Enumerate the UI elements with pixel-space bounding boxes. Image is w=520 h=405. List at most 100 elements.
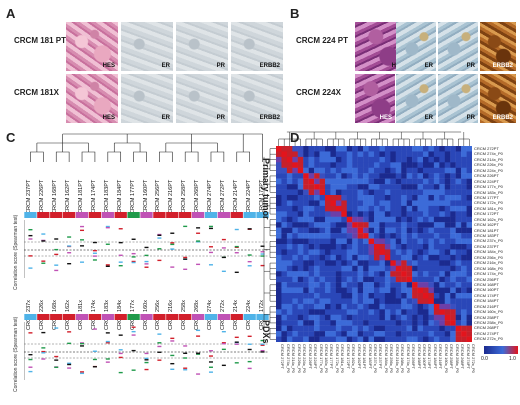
heatmap-cell: [325, 184, 331, 190]
heatmap-cell: [341, 287, 347, 294]
heatmap-cell: [379, 276, 386, 283]
heatmap-cell: [466, 233, 472, 239]
score-mark: [183, 369, 188, 371]
heatmap-cell: [406, 227, 413, 234]
subtype-cell: [114, 314, 127, 320]
heatmap-cell: [363, 227, 369, 234]
heatmap-cell: [357, 276, 364, 283]
score-mark: [208, 350, 213, 352]
heatmap-cell: [297, 162, 304, 168]
heatmap-row-label: CRCM 162PT: [474, 222, 499, 228]
heatmap-cell: [455, 238, 462, 245]
heatmap-cell: [466, 303, 472, 310]
heatmap-cell: [303, 162, 309, 168]
heatmap-cell: [292, 222, 298, 228]
heatmap-cell: [292, 216, 298, 223]
heatmap-cell: [286, 211, 293, 217]
heatmap-cell: [423, 200, 429, 207]
heatmap-cell: [444, 336, 451, 342]
heatmap-cell: [341, 195, 347, 201]
heatmap-cell: [395, 216, 402, 223]
heatmap-cell: [390, 178, 396, 185]
heatmap-cell: [303, 200, 309, 207]
heatmap-cell: [461, 244, 467, 250]
heatmap-cell: [286, 336, 293, 342]
score-mark: [157, 342, 162, 344]
subtype-cell: [37, 212, 50, 218]
heatmap-cell: [297, 276, 304, 283]
heatmap-cell: [363, 314, 369, 321]
heatmap-cell: [297, 254, 304, 261]
heatmap-cell: [276, 156, 282, 163]
heatmap-cell: [314, 320, 320, 326]
heatmap-cell: [374, 287, 380, 294]
heatmap-cell: [308, 249, 315, 256]
heatmap-cell: [352, 205, 358, 212]
heatmap-cell: [466, 178, 472, 185]
heatmap-cell: [368, 244, 375, 250]
heatmap-cell: [292, 244, 298, 250]
heatmap-cell: [346, 233, 353, 239]
heatmap-cell: [314, 254, 320, 261]
heatmap-cell: [417, 260, 424, 266]
subtype-cell: [256, 212, 269, 218]
panel-a-row1-label: CRCM 181 PT: [14, 36, 67, 45]
heatmap-cell: [368, 233, 375, 239]
panel-c-top-sample-label: CRCM 181PT: [78, 179, 85, 214]
score-mark: [170, 232, 175, 234]
heatmap-cell: [330, 249, 337, 256]
heatmap-cell: [308, 298, 315, 305]
heatmap-cell: [346, 244, 353, 250]
heatmap-row-label: CRCM 226x_P0: [474, 162, 503, 168]
heatmap-cell: [423, 211, 429, 217]
heatmap-cell: [357, 336, 364, 342]
heatmap-cell: [363, 205, 369, 212]
heatmap-cell: [450, 282, 456, 288]
heatmap-cell: [401, 298, 407, 305]
heatmap-cell: [368, 173, 375, 179]
heatmap-cell: [297, 244, 304, 250]
heatmap-cell: [384, 227, 391, 234]
heatmap-cell: [335, 156, 342, 163]
heatmap-cell: [341, 205, 347, 212]
heatmap-cell: [455, 325, 462, 332]
heatmap-cell: [417, 298, 424, 305]
heatmap-cell: [297, 271, 304, 277]
heatmap-cell: [352, 195, 358, 201]
heatmap-cell: [401, 151, 407, 158]
score-mark: [41, 262, 46, 264]
heatmap-cell: [352, 254, 358, 261]
heatmap-cell: [423, 156, 429, 163]
heatmap-cell: [352, 325, 358, 332]
score-mark: [157, 351, 162, 353]
heatmap-cell: [461, 227, 467, 234]
panel-d-top-dendrogram: [278, 131, 470, 146]
heatmap-cell: [346, 184, 353, 190]
heatmap-cell: [466, 238, 472, 245]
heatmap-cell: [390, 162, 396, 168]
heatmap-cell: [346, 238, 353, 245]
heatmap-cell: [303, 244, 309, 250]
heatmap-cell: [466, 162, 472, 168]
heatmap-cell: [286, 260, 293, 266]
heatmap-cell: [417, 146, 424, 152]
heatmap-cell: [439, 287, 445, 294]
score-mark: [118, 352, 123, 355]
heatmap-cell: [428, 336, 435, 342]
heatmap-cell: [292, 227, 298, 234]
heatmap-cell: [390, 325, 396, 332]
heatmap-cell: [297, 325, 304, 332]
score-mark: [196, 352, 201, 354]
heatmap-cell: [455, 195, 462, 201]
heatmap-cell: [390, 222, 396, 228]
heatmap-cell: [428, 211, 435, 217]
heatmap-cell: [428, 238, 435, 245]
heatmap-cell: [374, 298, 380, 305]
heatmap-cell: [412, 216, 418, 223]
heatmap-cell: [395, 189, 402, 196]
score-mark: [28, 238, 33, 240]
heatmap-cell: [368, 249, 375, 256]
heatmap-cell: [286, 276, 293, 283]
heatmap-cell: [439, 244, 445, 250]
heatmap-cell: [439, 195, 445, 201]
